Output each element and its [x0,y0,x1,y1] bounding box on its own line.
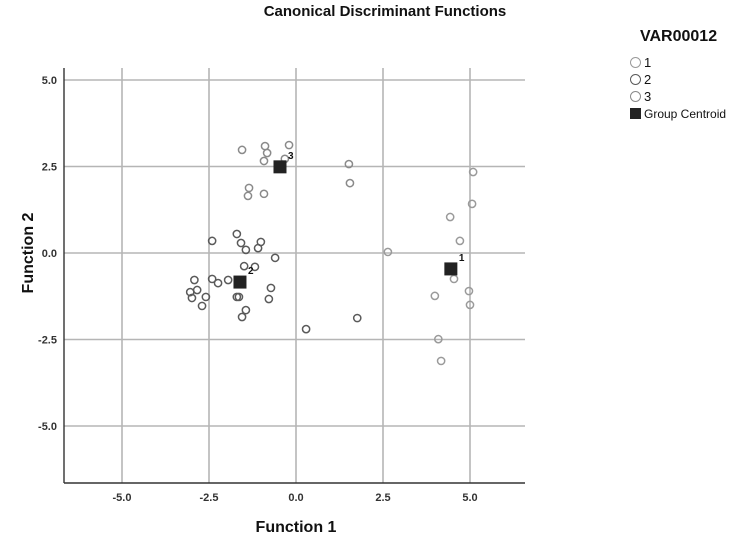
data-point-group-2 [213,278,223,288]
data-point-group-3 [237,145,247,155]
data-point-group-1 [383,247,393,257]
open-circle-icon [630,74,641,85]
data-point-group-1 [467,199,477,209]
centroid-marker-2 [233,275,247,289]
centroid-marker-3 [273,160,287,174]
data-point-group-2 [187,293,197,303]
data-point-group-1 [449,274,459,284]
legend-label: 2 [644,72,652,87]
data-point-group-1 [464,286,474,296]
data-point-group-2 [207,274,217,284]
data-point-group-2 [201,292,211,302]
legend-item-1: 1 [630,54,750,71]
legend-item-2: 2 [630,71,750,88]
data-point-group-2 [241,245,251,255]
filled-square-icon [630,108,641,119]
data-point-group-2 [264,294,274,304]
data-point-group-1 [465,300,475,310]
data-point-group-3 [344,159,354,169]
data-point-group-3 [345,178,355,188]
data-point-group-1 [430,291,440,301]
group-centroids: 1 2 3 [233,151,465,289]
legend-label: Group Centroid [644,106,727,121]
legend-item-3: 3 [630,88,750,105]
legend: VAR00012 1 2 3 Group Centroid [630,28,750,122]
x-tick-label: 2.5 [375,492,390,504]
y-tick-label: 2.5 [42,162,57,174]
data-point-group-2 [236,238,246,248]
data-point-group-3 [243,191,253,201]
chart-title: Canonical Discriminant Functions [263,3,507,20]
data-point-group-2 [232,229,242,239]
open-circle-icon [630,57,641,68]
y-axis-title: Function 2 [20,212,37,293]
legend-label: 3 [644,89,652,104]
data-point-group-2 [352,313,362,323]
open-circle-icon [630,91,641,102]
data-point-group-1 [433,334,443,344]
y-tick-label: 5.0 [42,75,57,87]
x-tick-label: -2.5 [200,492,219,504]
tick-labels: -5.0 -2.5 0.0 2.5 5.0 5.0 2.5 0.0 -2.5 -5.0 [38,75,478,504]
data-point-group-2 [190,275,199,285]
x-tick-label: 0.0 [288,492,303,504]
centroid-label: 1 [459,253,465,264]
x-tick-label: 5.0 [462,492,477,504]
legend-item-centroid: Group Centroid [630,105,750,122]
data-point-group-2 [197,301,207,311]
data-point-group-2 [234,292,244,302]
data-point-group-3 [262,148,272,158]
centroid-label: 2 [248,266,254,277]
legend-title: VAR00012 [640,28,718,45]
data-point-group-1 [455,236,465,246]
data-point-group-2 [270,253,280,263]
x-axis-title: Function 1 [256,519,337,536]
y-tick-label: -5.0 [38,421,57,433]
data-point-group-2 [192,285,202,295]
data-point-group-2 [250,262,260,272]
data-point-group-2 [237,312,247,322]
data-point-group-2 [253,243,263,253]
axes [63,68,525,484]
data-point-group-2 [223,275,233,285]
data-point-group-2 [241,305,251,315]
data-point-group-2 [239,261,249,271]
data-point-group-3 [244,183,254,193]
y-tick-label: 0.0 [42,248,57,260]
y-tick-label: -2.5 [38,335,57,347]
data-point-group-2 [266,283,276,293]
data-point-group-3 [260,141,270,151]
data-point-group-1 [468,167,478,177]
data-point-group-2 [301,324,311,334]
legend-label: 1 [644,55,652,70]
data-point-group-3 [259,156,269,166]
x-tick-label: -5.0 [113,492,132,504]
data-point-group-1 [436,356,446,366]
gridlines [64,68,525,483]
data-point-group-3 [259,189,269,199]
centroid-marker-1 [444,262,458,276]
data-point-group-3 [284,140,294,150]
centroid-label: 3 [288,151,294,162]
data-point-group-2 [207,236,217,246]
data-point-group-1 [445,212,455,222]
